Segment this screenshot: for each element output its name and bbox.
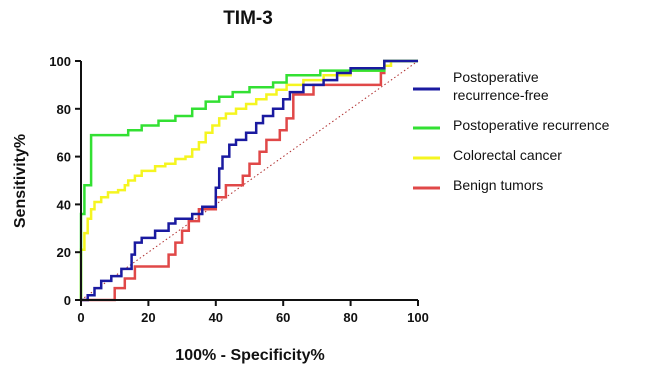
series-line-4 xyxy=(81,59,418,302)
series-line-3 xyxy=(79,59,418,300)
x-ticks: 0 20 40 60 80 100 xyxy=(77,300,429,325)
x-tick-label: 100 xyxy=(407,310,429,325)
y-tick-label: 80 xyxy=(57,102,71,117)
x-axis-title: 100% - Specificity% xyxy=(175,347,324,364)
x-tick-label: 0 xyxy=(77,310,84,325)
y-tick-label: 0 xyxy=(64,293,71,308)
series-line-2 xyxy=(79,59,418,300)
plot-area xyxy=(79,59,419,302)
legend: Postoperative recurrence-free Postoperativ… xyxy=(413,69,610,193)
reference-diagonal-line xyxy=(80,60,419,301)
y-axis-title: Sensitivity% xyxy=(12,134,29,228)
x-tick-label: 40 xyxy=(209,310,223,325)
chart-title: TIM-3 xyxy=(223,8,273,29)
y-tick-label: 100 xyxy=(49,54,71,69)
y-tick-label: 60 xyxy=(57,150,71,165)
x-tick-label: 20 xyxy=(141,310,155,325)
x-tick-label: 80 xyxy=(343,310,357,325)
legend-label-3: Colorectal cancer xyxy=(453,147,562,163)
x-tick-label: 60 xyxy=(276,310,290,325)
legend-label-2: Postoperative recurrence xyxy=(453,117,610,133)
series-line-1 xyxy=(81,59,418,302)
y-ticks: 0 20 40 60 80 100 xyxy=(49,54,81,308)
y-tick-label: 20 xyxy=(57,245,71,260)
y-tick-label: 40 xyxy=(57,197,71,212)
legend-label-4: Benign tumors xyxy=(453,177,543,193)
legend-label-1: Postoperative recurrence-free xyxy=(453,69,549,103)
